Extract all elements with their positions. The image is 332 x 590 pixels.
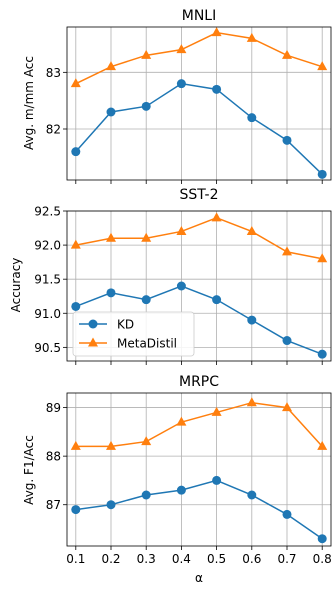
series-line-kd [75,285,323,355]
data-point-kd [141,101,151,111]
legend: KD MetaDistil [72,311,195,357]
x-tick-label: 0.7 [277,552,296,566]
data-point-metadistil [246,32,257,42]
data-point-kd [282,509,292,519]
data-point-kd [106,288,116,298]
panel-title: MNLI [182,8,216,24]
axes-frame [66,26,332,181]
data-point-metadistil [282,49,292,59]
data-point-metadistil [176,416,187,426]
x-tick-label: 0.3 [137,552,156,566]
x-tick-label: 0.1 [66,552,85,566]
axes-frame [66,392,332,547]
legend-metadistil-label: MetaDistil [117,337,177,351]
data-point-kd [106,107,116,117]
data-point-metadistil [176,44,187,54]
y-tick-label: 92.0 [34,239,61,253]
legend-metadistil-marker [88,337,98,347]
data-point-metadistil [211,406,222,416]
y-tick-label: 89 [46,401,61,415]
x-axis-label: α [195,571,203,585]
data-point-kd [71,301,81,311]
data-point-kd [176,281,186,291]
panel-title: SST-2 [180,187,219,203]
axes-frame [66,210,332,362]
data-point-kd [282,135,292,145]
data-point-metadistil [246,225,257,235]
data-point-metadistil [317,61,328,71]
y-tick-label: 92.5 [34,205,61,219]
data-point-metadistil [317,253,328,263]
legend-box [72,311,195,357]
data-point-kd [247,490,257,500]
y-tick-label: 82 [46,123,61,137]
panel-title: MRPC [179,374,219,390]
data-point-metadistil [141,49,152,59]
y-tick-label: 91.5 [34,273,61,287]
series-line-metadistil [75,401,323,448]
data-point-metadistil [141,436,152,446]
y-tick-label: 87 [46,498,61,512]
y-tick-label: 83 [46,66,61,80]
data-point-kd [317,349,327,359]
y-axis-label: Accuracy [9,258,23,313]
series-line-kd [75,479,323,540]
y-tick-label: 90.5 [34,341,61,355]
data-point-metadistil [70,239,81,249]
x-tick-label: 0.2 [101,552,120,566]
data-point-metadistil [246,397,257,407]
panel-mnli: 82 83 MNLI Avg. m/mm Acc [22,8,332,184]
y-axis-label: Avg. m/mm Acc [22,56,36,150]
data-point-metadistil [317,440,328,450]
data-point-kd [212,84,222,94]
data-point-kd [71,147,81,157]
data-point-kd [212,475,222,485]
data-point-kd [282,336,292,346]
data-point-metadistil [282,402,292,412]
legend-kd-label: KD [117,318,134,332]
data-point-kd [247,113,257,123]
data-point-kd [176,79,186,89]
series-line-metadistil [75,217,323,260]
x-tick-label: 0.6 [242,552,261,566]
data-point-kd [317,534,327,544]
data-point-kd [141,490,151,500]
data-point-metadistil [211,212,222,222]
series-line-kd [75,82,323,175]
y-axis-label: Avg. F1/Acc [22,435,36,505]
data-point-kd [247,315,257,325]
data-point-metadistil [106,440,116,450]
series-line-metadistil [75,31,323,85]
data-point-metadistil [211,27,222,37]
data-point-metadistil [70,440,81,450]
x-tick-label: 0.5 [207,552,226,566]
data-point-kd [106,500,116,510]
legend-kd-marker [88,319,98,329]
y-tick-label: 91.0 [34,307,61,321]
x-tick-label: 0.4 [172,552,191,566]
data-point-kd [212,295,222,305]
data-point-metadistil [282,246,292,256]
data-point-metadistil [70,78,81,88]
panel-mrpc: 0.1 0.2 0.3 0.4 0.5 0.6 0.7 0.8 87 88 89 MRPC Avg.… [22,374,332,566]
data-point-metadistil [106,232,116,242]
data-point-metadistil [176,225,187,235]
data-point-kd [141,295,151,305]
panel-sst2: 90.5 91.0 91.5 92.0 92.5 SST-2 Accuracy [9,187,332,365]
x-tick-label: 0.8 [313,552,332,566]
y-tick-label: 88 [46,450,61,464]
data-point-kd [317,169,327,179]
data-point-metadistil [141,232,152,242]
data-point-metadistil [106,61,116,71]
data-point-kd [176,485,186,495]
data-point-kd [71,505,81,515]
